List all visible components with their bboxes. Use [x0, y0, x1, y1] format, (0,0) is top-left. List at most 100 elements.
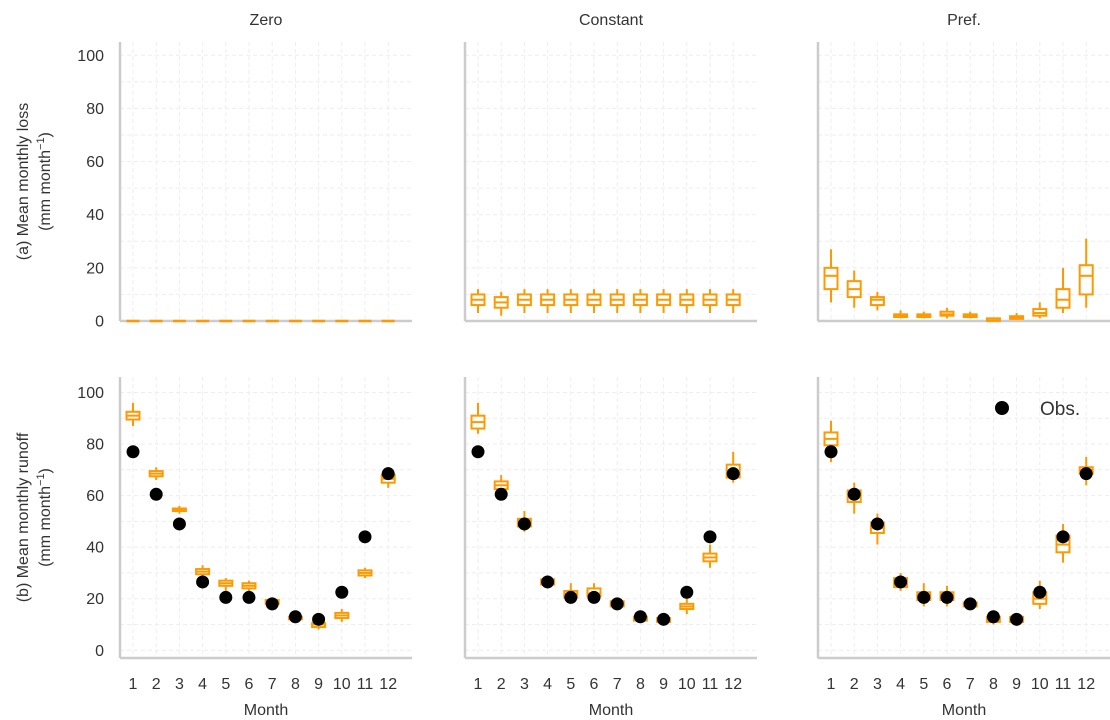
obs-point: [1079, 467, 1093, 481]
x-axis-label: Month: [942, 702, 986, 719]
x-tick-label: 3: [520, 676, 529, 693]
legend-obs-marker: [995, 401, 1009, 415]
x-tick-label: 6: [943, 676, 952, 693]
column-title: Zero: [250, 12, 283, 29]
box-plot-month-11: [1055, 267, 1071, 314]
obs-point: [847, 487, 861, 501]
box-plot-month-5: [916, 311, 932, 319]
x-tick-label: 1: [827, 676, 836, 693]
y-axis-label-line2: (mm month−1): [35, 132, 54, 231]
x-tick-label: 11: [357, 676, 374, 693]
box-plot-month-2: [148, 467, 164, 481]
box-plot-month-4: [540, 289, 556, 314]
obs-point: [265, 597, 279, 611]
obs-point: [196, 575, 210, 589]
x-tick-label: 5: [221, 676, 230, 693]
box: [869, 296, 885, 307]
panel-constant-loss: [463, 42, 757, 323]
obs-point: [894, 575, 908, 589]
y-tick-label: 40: [86, 540, 104, 557]
obs-point: [471, 445, 485, 459]
box-plot-month-9: [656, 289, 672, 314]
box: [1055, 288, 1071, 309]
x-tick-label: 2: [850, 676, 859, 693]
x-axis-label: Month: [244, 702, 288, 719]
obs-point: [824, 445, 838, 459]
obs-point: [219, 590, 233, 604]
legend-obs-label: Obs.: [1040, 399, 1080, 420]
y-axis-label-close: ): [37, 468, 54, 473]
box-plot-month-1: [125, 402, 141, 426]
y-axis-label-exponent: −1: [35, 137, 47, 150]
y-axis-label-unit: (mm month: [37, 150, 54, 231]
box-plot-month-3: [171, 505, 187, 514]
obs-point: [703, 530, 717, 544]
box-plot-month-12: [1078, 238, 1094, 308]
x-tick-label: 5: [919, 676, 928, 693]
y-tick-label: 20: [86, 591, 104, 608]
panel-zero-loss: [118, 42, 412, 323]
obs-point: [963, 597, 977, 611]
box-plot-month-8: [985, 317, 1001, 322]
y-axis-label-line1: (a) Mean monthly loss: [15, 103, 32, 260]
obs-point: [657, 612, 671, 626]
x-tick-label: 8: [989, 676, 998, 693]
obs-point: [335, 585, 349, 599]
obs-point: [587, 590, 601, 604]
box-plot-month-7: [609, 289, 625, 314]
box-plot-month-10: [1032, 302, 1048, 319]
x-tick-label: 7: [966, 676, 975, 693]
box-plot-month-6: [586, 289, 602, 314]
x-tick-label: 12: [724, 676, 742, 693]
grid: [120, 377, 412, 658]
grid: [465, 42, 757, 322]
obs-point: [1056, 530, 1070, 544]
obs-point: [1010, 612, 1024, 626]
obs-point: [358, 530, 372, 544]
x-axis-label: Month: [589, 702, 633, 719]
grid: [818, 42, 1110, 322]
obs-point: [494, 487, 508, 501]
column-title: Constant: [579, 12, 644, 29]
y-axis-label-line2: (mm month−1): [35, 468, 54, 567]
x-tick-label: 8: [291, 676, 300, 693]
y-axis-label-close: ): [37, 132, 54, 137]
box-plot-month-6: [939, 307, 955, 319]
grid: [818, 377, 1110, 658]
x-tick-label: 7: [268, 676, 277, 693]
x-tick-label: 11: [702, 676, 719, 693]
box-plot-month-11: [702, 289, 718, 314]
obs-point: [917, 590, 931, 604]
box-plot-month-4: [195, 565, 211, 579]
y-tick-label: 60: [86, 154, 104, 171]
x-tick-label: 11: [1055, 676, 1072, 693]
y-axis-label-exponent: −1: [35, 473, 47, 486]
box-plot-month-1: [470, 402, 486, 434]
x-tick-label: 10: [333, 676, 351, 693]
obs-point: [610, 597, 624, 611]
x-tick-label: 2: [497, 676, 506, 693]
x-tick-label: 12: [379, 676, 397, 693]
obs-point: [312, 612, 326, 626]
x-tick-label: 6: [590, 676, 599, 693]
obs-point: [940, 590, 954, 604]
obs-point: [288, 610, 302, 624]
box-plot-month-10: [679, 289, 695, 314]
obs-point: [564, 590, 578, 604]
obs-point: [633, 610, 647, 624]
y-tick-label: 40: [86, 207, 104, 224]
y-tick-label: 100: [77, 48, 104, 65]
box-plot-month-9: [1009, 313, 1025, 320]
box-plot-month-12: [725, 289, 741, 314]
y-tick-label: 20: [86, 260, 104, 277]
obs-point: [517, 517, 531, 531]
box: [823, 266, 839, 291]
obs-point: [242, 590, 256, 604]
box-plot-month-8: [632, 289, 648, 314]
y-axis-label: (b) Mean monthly runoff (mm month−1): [15, 432, 54, 602]
obs-point: [381, 467, 395, 481]
